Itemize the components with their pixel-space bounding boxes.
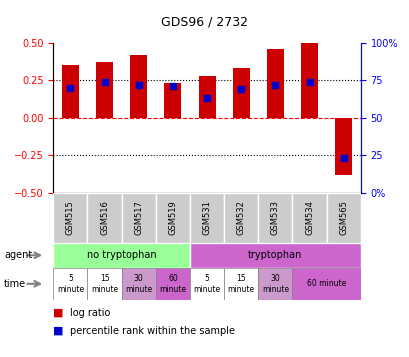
FancyBboxPatch shape [224,268,258,300]
FancyBboxPatch shape [53,193,87,243]
Text: ■: ■ [53,308,64,318]
Text: 30
minute: 30 minute [125,274,152,293]
Text: 30
minute: 30 minute [261,274,288,293]
Text: 60
minute: 60 minute [159,274,186,293]
FancyBboxPatch shape [87,193,121,243]
Text: log ratio: log ratio [70,308,110,318]
FancyBboxPatch shape [292,193,326,243]
Text: percentile rank within the sample: percentile rank within the sample [70,326,234,336]
FancyBboxPatch shape [155,193,189,243]
Bar [130,55,147,118]
FancyBboxPatch shape [258,268,292,300]
FancyBboxPatch shape [292,268,360,300]
Bar [334,118,351,175]
Bar [96,62,113,118]
Text: GSM516: GSM516 [100,200,109,235]
Text: 15
minute: 15 minute [91,274,118,293]
Text: GSM534: GSM534 [304,200,313,235]
FancyBboxPatch shape [53,243,189,268]
FancyBboxPatch shape [224,193,258,243]
Bar [232,68,249,118]
FancyBboxPatch shape [326,193,360,243]
FancyBboxPatch shape [155,268,189,300]
Bar [164,83,181,118]
FancyBboxPatch shape [189,193,224,243]
Text: GSM517: GSM517 [134,200,143,235]
FancyBboxPatch shape [87,268,121,300]
Bar [300,43,317,118]
Text: agent: agent [4,250,32,260]
Text: 5
minute: 5 minute [193,274,220,293]
Text: 60 minute: 60 minute [306,279,346,288]
Text: time: time [4,279,26,289]
Text: 15
minute: 15 minute [227,274,254,293]
Bar [62,65,79,118]
Text: GSM565: GSM565 [338,200,347,235]
FancyBboxPatch shape [53,268,87,300]
Text: tryptophan: tryptophan [247,250,302,260]
FancyBboxPatch shape [189,268,224,300]
Text: GSM515: GSM515 [66,200,75,235]
Text: 5
minute: 5 minute [57,274,84,293]
Text: GSM533: GSM533 [270,200,279,235]
FancyBboxPatch shape [121,193,155,243]
Text: GSM532: GSM532 [236,200,245,235]
Text: ■: ■ [53,326,64,336]
FancyBboxPatch shape [121,268,155,300]
Bar [198,76,215,118]
Text: no tryptophan: no tryptophan [87,250,156,260]
Text: GSM519: GSM519 [168,200,177,235]
FancyBboxPatch shape [189,243,360,268]
FancyBboxPatch shape [258,193,292,243]
Bar [266,49,283,118]
Text: GSM531: GSM531 [202,200,211,235]
Text: GDS96 / 2732: GDS96 / 2732 [161,16,248,29]
